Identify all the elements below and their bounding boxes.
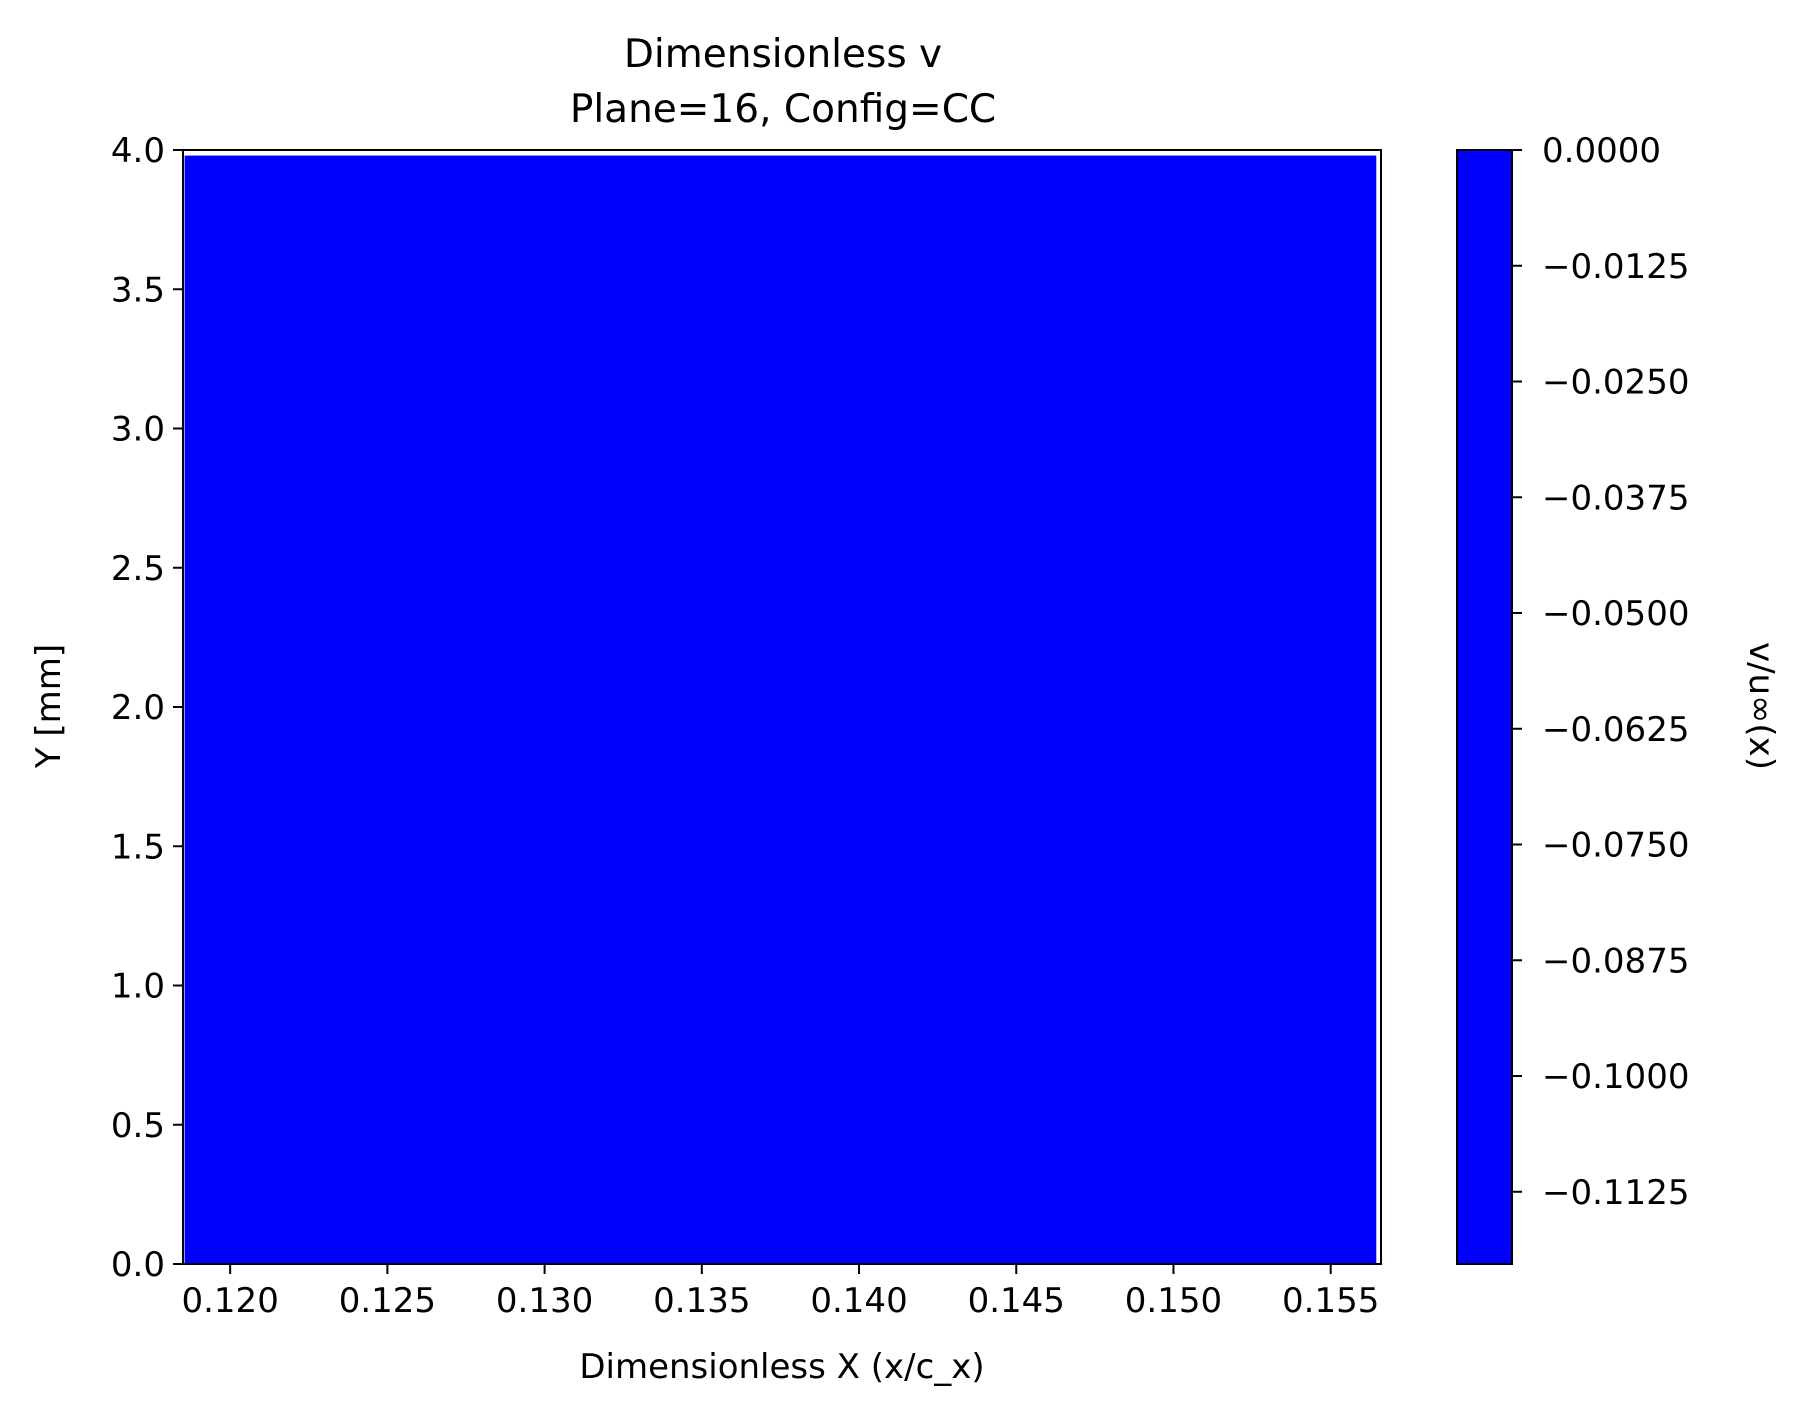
y-tick-label: 4.0 [111,131,165,171]
colorbar-tick-label: −0.0125 [1542,247,1689,287]
colorbar-tick-label: −0.1000 [1542,1057,1689,1097]
y-tick-label: 3.5 [111,270,165,310]
colorbar-fill [1456,149,1513,1265]
y-tick-label: 2.0 [111,688,165,728]
colorbar-tick-label: −0.0375 [1542,478,1689,518]
colorbar-tick-label: −0.0625 [1542,710,1689,750]
x-tick-label: 0.125 [339,1281,436,1321]
x-tick-label: 0.140 [810,1281,907,1321]
y-tick-label: 3.0 [111,410,165,450]
x-tick-label: 0.145 [968,1281,1065,1321]
colorbar-tick-label: −0.0500 [1542,594,1689,634]
colorbar: 0.0000 −0.0125 −0.0250 −0.0375 −0.0500 −0.062… [1456,131,1689,1265]
contour-field [184,155,1377,1264]
chart-subtitle: Plane=16, Config=CC [570,87,996,132]
colorbar-tick-label: −0.1125 [1542,1173,1689,1213]
colorbar-tick-label: −0.0250 [1542,363,1689,403]
y-tick-label: 0.5 [111,1106,165,1146]
chart-title: Dimensionless v [624,32,942,77]
y-axis-label: Y [mm] [29,644,69,769]
x-tick-label: 0.135 [653,1281,750,1321]
colorbar-tick-label: −0.0750 [1542,826,1689,866]
x-tick-label: 0.120 [181,1281,278,1321]
colorbar-tick-label: 0.0000 [1542,131,1661,171]
x-tick-label: 0.130 [496,1281,593,1321]
x-axis: 0.120 0.125 0.130 0.135 0.140 0.145 0.150 0.155 [181,1264,1379,1321]
y-tick-label: 1.5 [111,827,165,867]
y-tick-label: 2.5 [111,549,165,589]
x-tick-label: 0.150 [1125,1281,1222,1321]
x-axis-label: Dimensionless X (x/c_x) [579,1347,984,1387]
plot-area [182,149,1382,1265]
y-tick-label: 0.0 [111,1245,165,1285]
colorbar-tick-label: −0.0875 [1542,941,1689,981]
x-tick-label: 0.155 [1282,1281,1379,1321]
y-tick-label: 1.0 [111,967,165,1007]
colorbar-label: v/u∞(x) [1741,642,1781,770]
y-axis: 0.0 0.5 1.0 1.5 2.0 2.5 3.0 3.5 4.0 [111,131,183,1285]
